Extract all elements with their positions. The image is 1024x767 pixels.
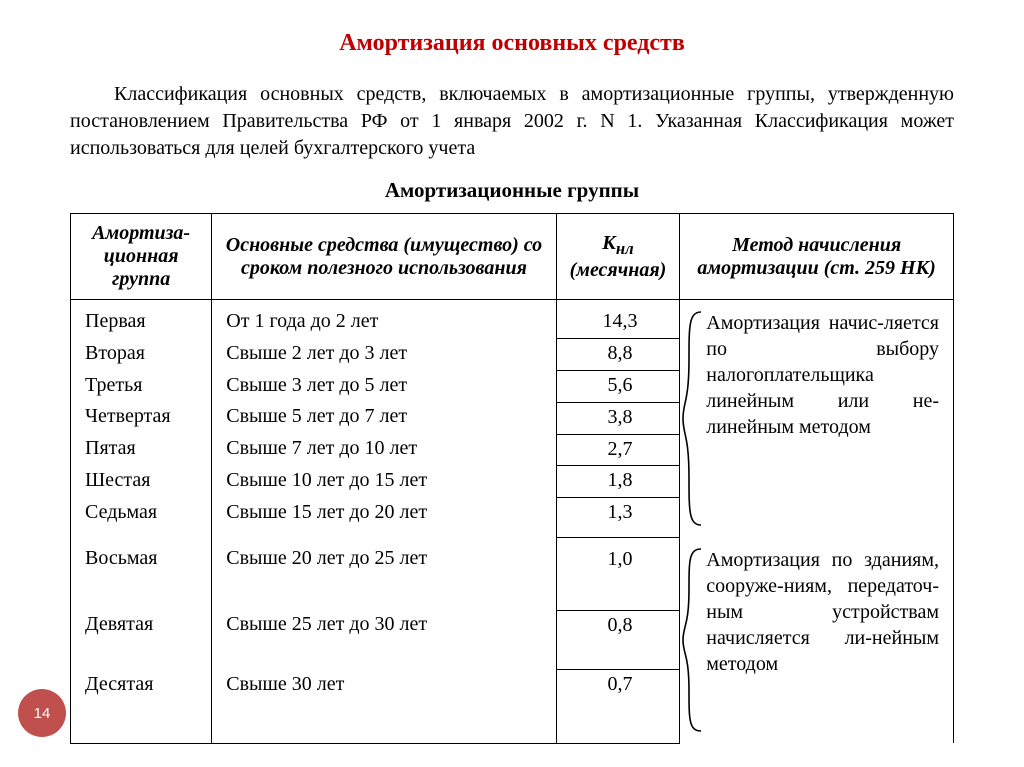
- table-row: ПерваяОт 1 года до 2 лет14,3 Амортизация…: [71, 300, 954, 339]
- cell-k: 1,3: [556, 498, 680, 537]
- cell-assets: Свыше 20 лет до 25 лет: [212, 537, 556, 610]
- cell-assets: Свыше 15 лет до 20 лет: [212, 498, 556, 537]
- col-header-group: Аморти­за-ционная группа: [71, 214, 212, 300]
- table-header-row: Аморти­за-ционная группа Основные средст…: [71, 214, 954, 300]
- cell-group: Девятая: [71, 610, 212, 669]
- cell-assets: Свыше 5 лет до 7 лет: [212, 402, 556, 434]
- cell-k: 8,8: [556, 339, 680, 371]
- col-header-method: Метод начисления амортизации (ст. 259 НК…: [680, 214, 954, 300]
- cell-k: 5,6: [556, 371, 680, 403]
- cell-k: 14,3: [556, 300, 680, 339]
- amortization-table: Аморти­за-ционная группа Основные средст…: [70, 213, 954, 744]
- method-note-1-text: Амортизация начис-ляется по выбору налог…: [706, 310, 943, 527]
- cell-assets: Свыше 3 лет до 5 лет: [212, 371, 556, 403]
- cell-k: 0,8: [556, 610, 680, 669]
- cell-group: Шестая: [71, 466, 212, 498]
- intro-paragraph: Классификация основных средств, включаем…: [70, 81, 954, 162]
- cell-group: Пятая: [71, 434, 212, 466]
- cell-assets: От 1 года до 2 лет: [212, 300, 556, 339]
- cell-group: Десятая: [71, 670, 212, 743]
- cell-assets: Свыше 10 лет до 15 лет: [212, 466, 556, 498]
- method-note-2-text: Амортизация по зданиям, сооруже-ниям, пе…: [706, 547, 943, 733]
- cell-k: 1,0: [556, 537, 680, 610]
- cell-group: Вторая: [71, 339, 212, 371]
- cell-assets: Свыше 25 лет до 30 лет: [212, 610, 556, 669]
- cell-method-note-1: Амортизация начис-ляется по выбору налог…: [680, 300, 954, 538]
- page-number-badge: 14: [18, 689, 66, 737]
- table-row: ВосьмаяСвыше 20 лет до 25 лет1,0 Амортиз…: [71, 537, 954, 610]
- cell-k: 1,8: [556, 466, 680, 498]
- cell-group: Четвертая: [71, 402, 212, 434]
- cell-k: 0,7: [556, 670, 680, 743]
- cell-assets: Свыше 7 лет до 10 лет: [212, 434, 556, 466]
- table-subtitle: Амортизационные группы: [70, 178, 954, 203]
- cell-group: Первая: [71, 300, 212, 339]
- cell-k: 2,7: [556, 434, 680, 466]
- col-header-k: Кнл(месячная): [556, 214, 680, 300]
- cell-assets: Свыше 30 лет: [212, 670, 556, 743]
- cell-assets: Свыше 2 лет до 3 лет: [212, 339, 556, 371]
- page-title: Амортизация основных средств: [70, 30, 954, 57]
- page-number-value: 14: [34, 705, 51, 722]
- col-header-assets: Основные средства (имущество) со сроком …: [212, 214, 556, 300]
- cell-method-note-2: Амортизация по зданиям, сооруже-ниям, пе…: [680, 537, 954, 743]
- cell-group: Третья: [71, 371, 212, 403]
- cell-group: Восьмая: [71, 537, 212, 610]
- cell-group: Седьмая: [71, 498, 212, 537]
- cell-k: 3,8: [556, 402, 680, 434]
